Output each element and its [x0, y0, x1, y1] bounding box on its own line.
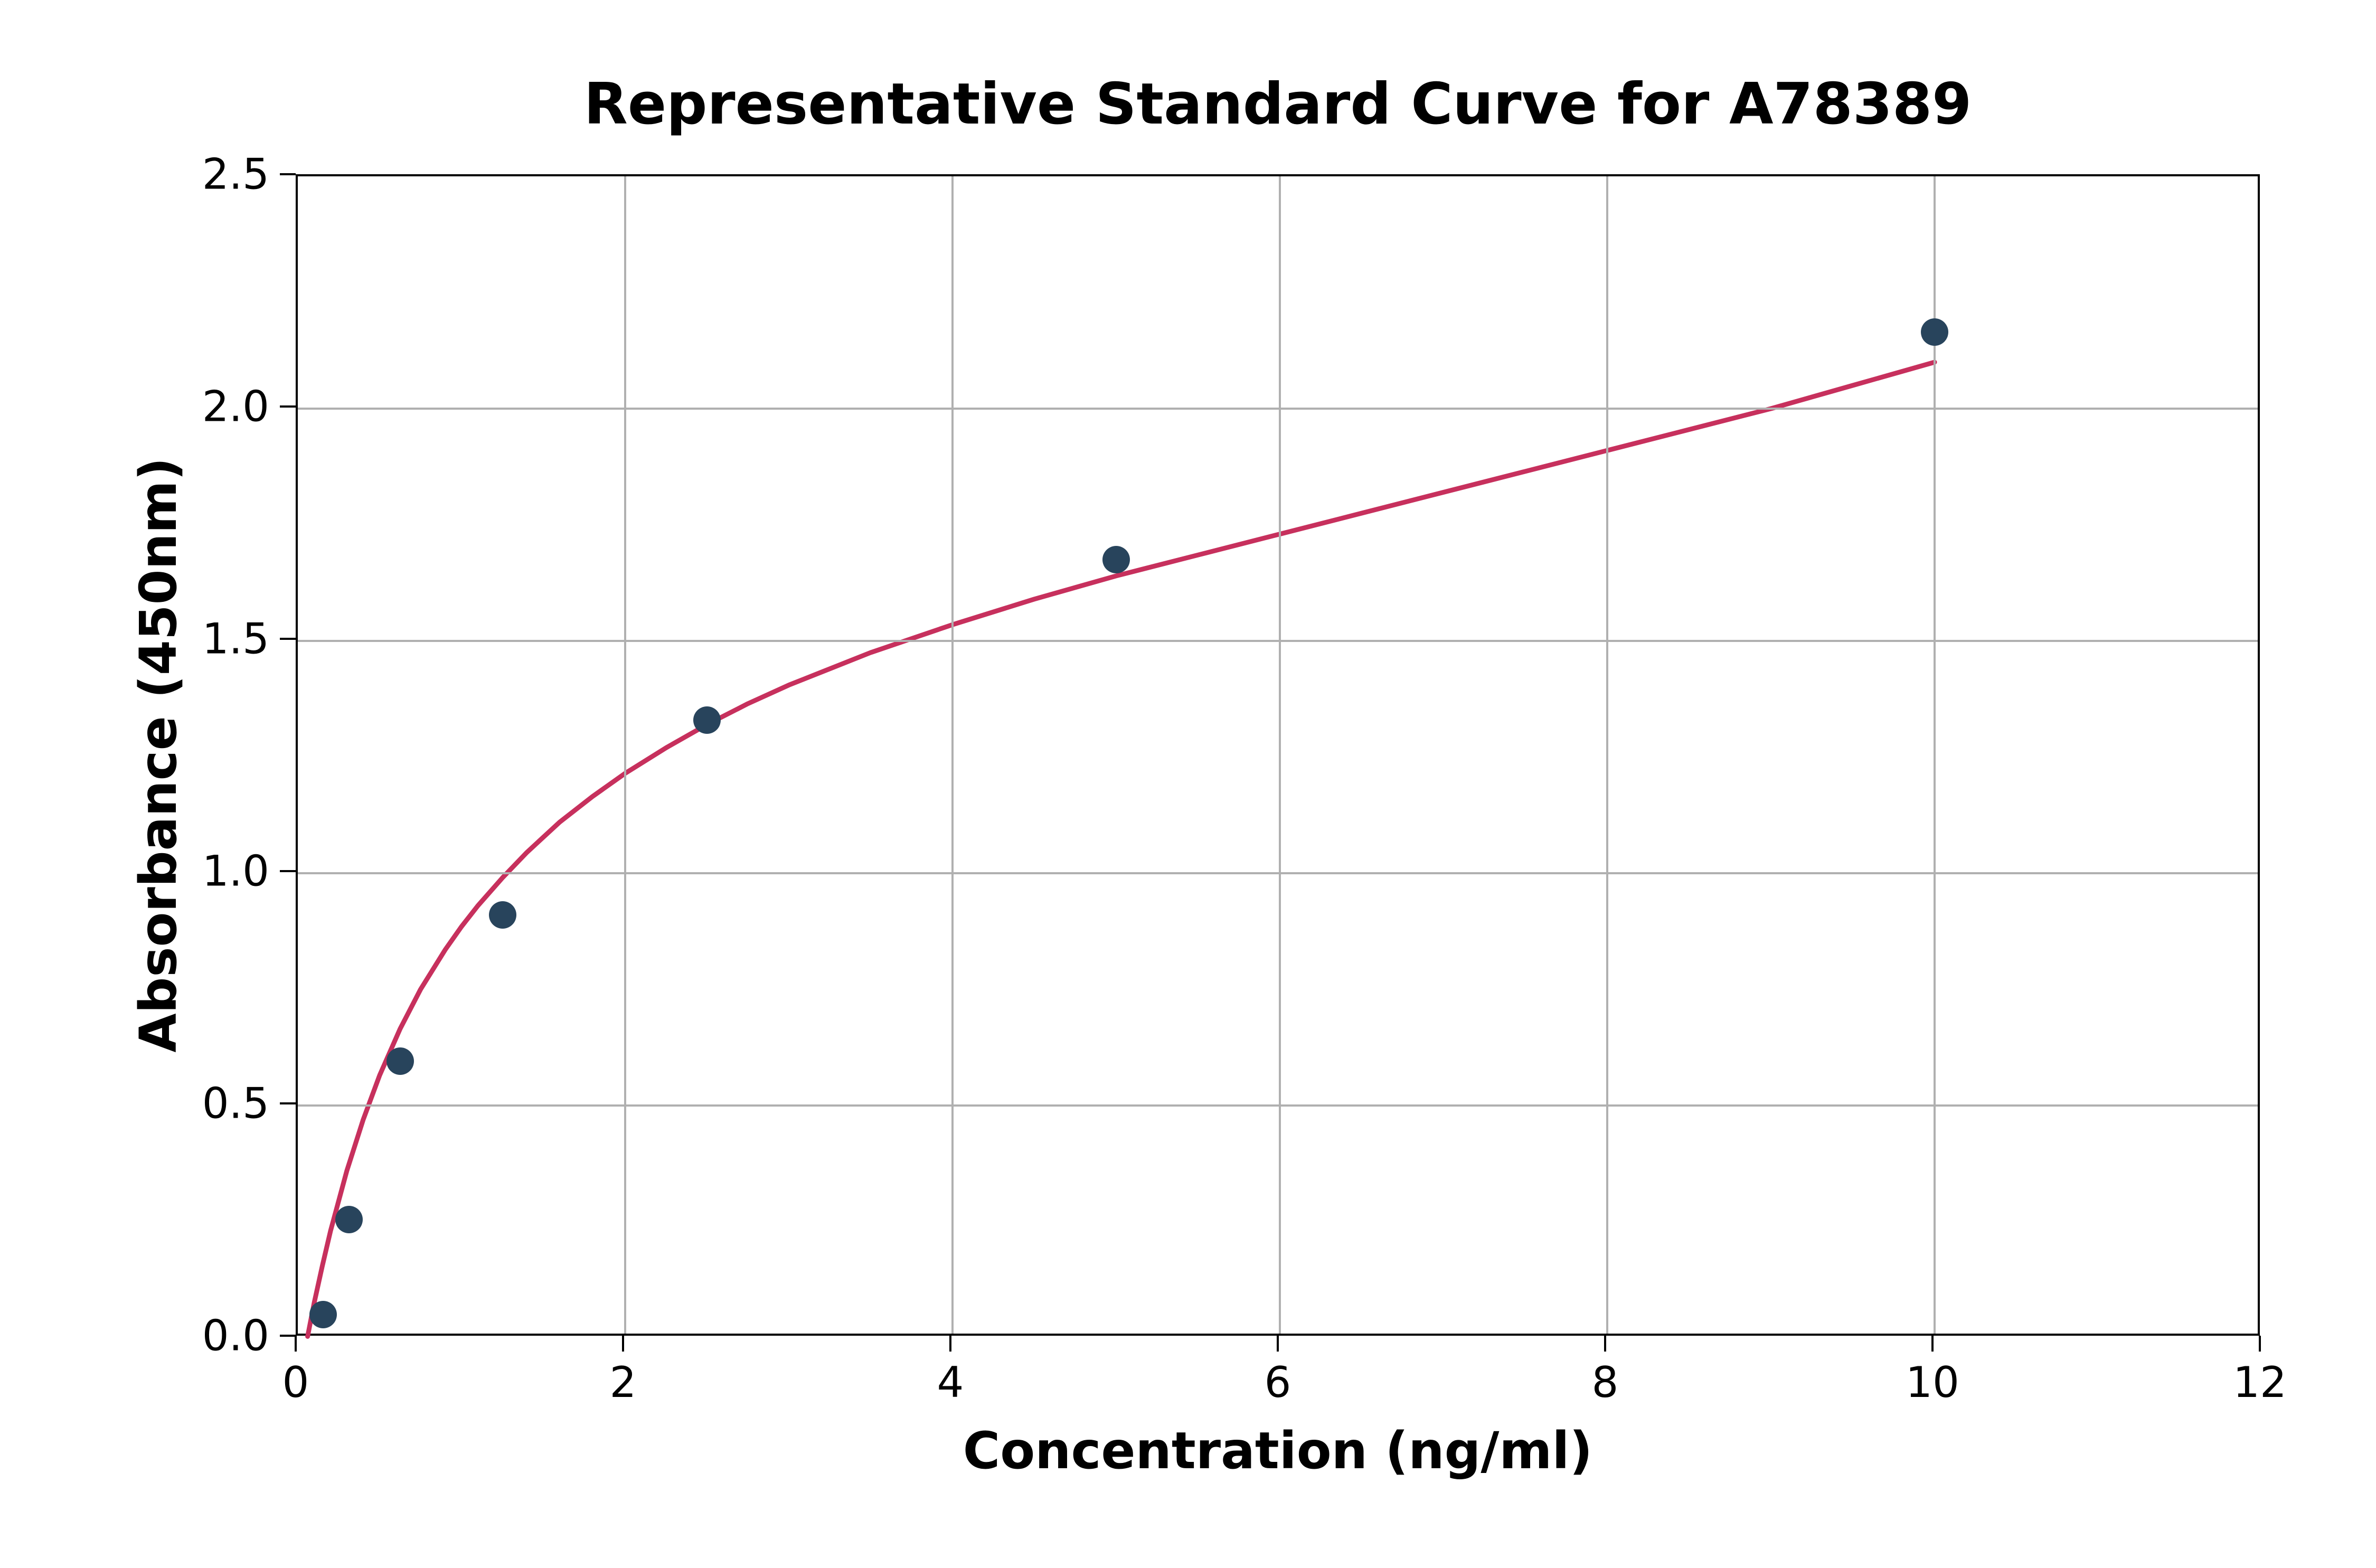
- y-tick-label: 0.0: [202, 1311, 269, 1361]
- curve-polyline: [308, 362, 1935, 1336]
- x-gridline: [1279, 176, 1281, 1334]
- y-tick-label: 2.5: [202, 150, 269, 199]
- chart-title: Representative Standard Curve for A78389: [584, 71, 1972, 137]
- y-tick: [280, 638, 296, 640]
- x-tick-label: 4: [937, 1358, 964, 1407]
- fitted-curve: [298, 176, 2258, 1334]
- x-tick-label: 0: [282, 1358, 309, 1407]
- y-tick-label: 2.0: [202, 382, 269, 431]
- plot-area: [296, 174, 2260, 1336]
- data-point: [335, 1206, 363, 1233]
- y-tick: [280, 1335, 296, 1337]
- data-point: [1921, 318, 1948, 346]
- y-tick-label: 1.5: [202, 615, 269, 664]
- y-tick: [280, 405, 296, 408]
- x-gridline: [624, 176, 626, 1334]
- data-point: [489, 901, 516, 929]
- x-tick: [2259, 1336, 2261, 1352]
- x-tick-label: 10: [1906, 1358, 1959, 1407]
- data-point: [309, 1301, 337, 1328]
- x-gridline: [951, 176, 954, 1334]
- x-tick-label: 12: [2233, 1358, 2287, 1407]
- x-gridline: [1606, 176, 1608, 1334]
- y-gridline: [298, 1104, 2258, 1107]
- y-tick-label: 0.5: [202, 1079, 269, 1128]
- y-gridline: [298, 872, 2258, 874]
- y-tick-label: 1.0: [202, 847, 269, 896]
- y-gridline: [298, 640, 2258, 642]
- x-tick-label: 2: [610, 1358, 637, 1407]
- y-tick: [280, 173, 296, 175]
- x-tick: [622, 1336, 624, 1352]
- x-tick: [1277, 1336, 1279, 1352]
- x-gridline: [1934, 176, 1936, 1334]
- x-tick-label: 6: [1265, 1358, 1291, 1407]
- x-tick-label: 8: [1592, 1358, 1619, 1407]
- y-tick: [280, 1102, 296, 1104]
- x-tick: [1604, 1336, 1606, 1352]
- data-point: [386, 1047, 414, 1075]
- x-tick: [949, 1336, 951, 1352]
- figure: Representative Standard Curve for A78389…: [0, 0, 2376, 1568]
- data-point: [693, 706, 721, 734]
- x-axis-label: Concentration (ng/ml): [963, 1421, 1592, 1480]
- x-tick: [1931, 1336, 1934, 1352]
- x-tick: [295, 1336, 297, 1352]
- y-axis-label: Absorbance (450nm): [129, 457, 188, 1052]
- y-gridline: [298, 408, 2258, 410]
- data-point: [1102, 546, 1130, 573]
- y-tick: [280, 870, 296, 872]
